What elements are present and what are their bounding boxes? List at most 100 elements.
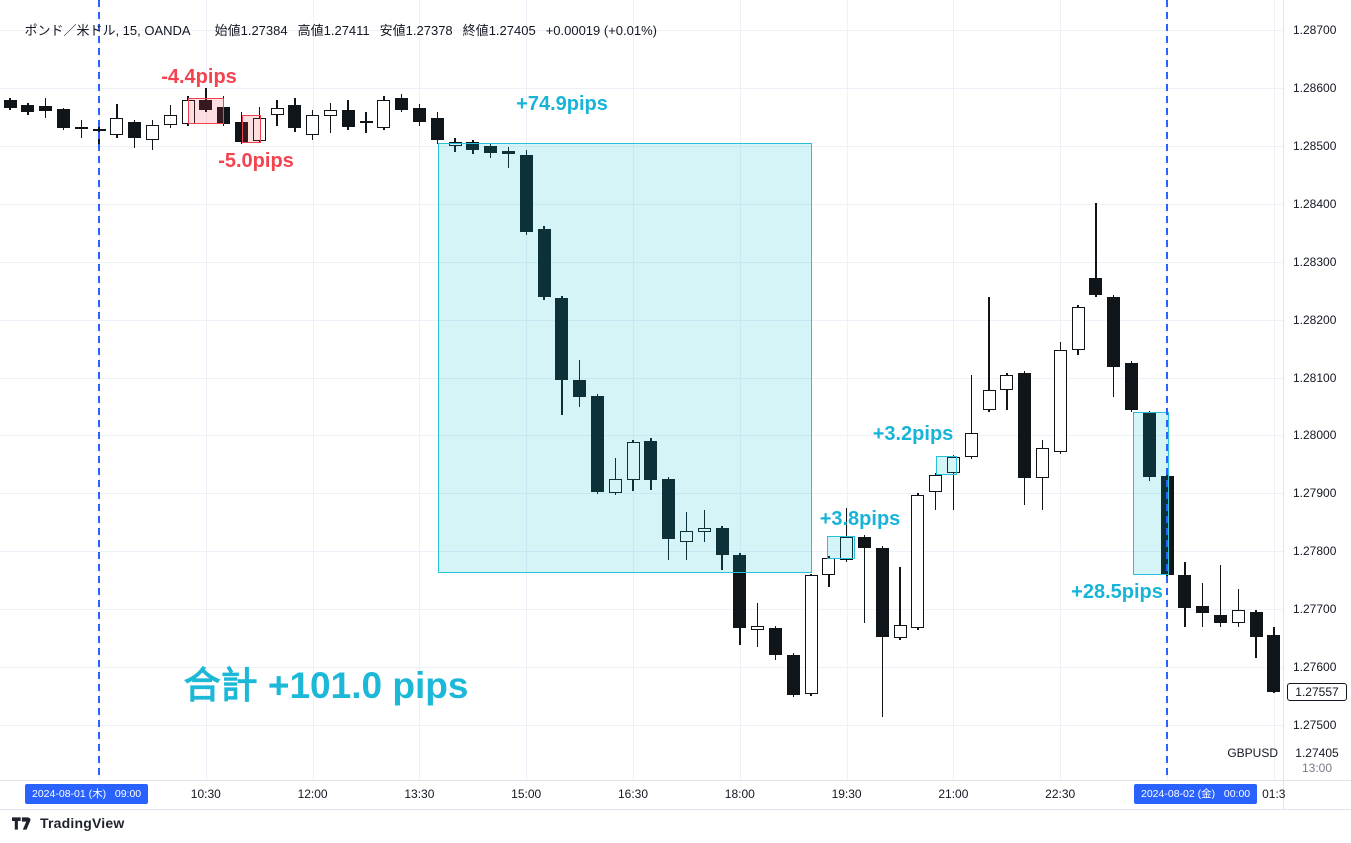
candle-11:30[interactable] [270, 108, 284, 116]
candle-19:00[interactable] [804, 575, 818, 694]
candle-00:45[interactable] [1213, 615, 1227, 624]
candle-08:30[interactable] [56, 108, 70, 128]
session-separator-line[interactable] [1166, 0, 1168, 780]
tradingview-logo[interactable]: TradingView [12, 815, 124, 831]
candle-14:30[interactable] [484, 145, 498, 153]
candle-13:45[interactable] [430, 118, 444, 140]
trade-box-+74.9pips[interactable] [438, 143, 812, 573]
time-tick-label: 15:00 [511, 787, 542, 801]
candle-18:45[interactable] [786, 654, 800, 695]
candle-14:15[interactable] [466, 141, 480, 150]
candle-17:45[interactable] [715, 528, 729, 556]
candle-10:30[interactable] [199, 100, 213, 110]
candle-21:30[interactable] [982, 390, 996, 410]
trade-box--4.4pips[interactable] [188, 98, 224, 124]
candle-21:45[interactable] [1000, 375, 1014, 391]
candle-15:45[interactable] [573, 379, 587, 398]
chart-plot-area[interactable]: -4.4pips -5.0pips +74.9pips +3.8pips +3.2pip… [0, 0, 1283, 780]
candle-11:00[interactable] [234, 122, 248, 142]
trade-box--5.0pips[interactable] [242, 115, 261, 143]
pips-label-合計 +101.0 pips[interactable]: 合計 +101.0 pips [183, 665, 469, 706]
candle-wick [863, 535, 866, 623]
candle-18:30[interactable] [768, 628, 782, 655]
candle-01:00[interactable] [1231, 609, 1245, 623]
candle-17:30[interactable] [697, 528, 711, 533]
candle-15:15[interactable] [537, 229, 551, 297]
candle-18:15[interactable] [751, 626, 765, 631]
price-tick-label: 1.27500 [1293, 718, 1337, 732]
candle-09:30[interactable] [128, 122, 142, 138]
candle-13:15[interactable] [395, 97, 409, 110]
candle-11:45[interactable] [288, 104, 302, 128]
time-gridline [312, 0, 314, 780]
pips-label-+28.5pips[interactable]: +28.5pips [1071, 581, 1163, 603]
candle-09:15[interactable] [110, 118, 124, 135]
candle-15:00[interactable] [519, 155, 533, 233]
candle-22:15[interactable] [1035, 448, 1049, 479]
pips-label--5.0pips[interactable]: -5.0pips [218, 150, 294, 172]
pips-label-+3.2pips[interactable]: +3.2pips [872, 423, 954, 445]
candle-13:00[interactable] [377, 100, 391, 128]
candle-16:00[interactable] [590, 396, 604, 493]
candle-01:30[interactable] [1267, 635, 1281, 692]
candle-12:15[interactable] [323, 109, 337, 116]
time-tick-label: 10:30 [190, 787, 221, 801]
candle-15:30[interactable] [555, 298, 569, 380]
candle-19:45[interactable] [857, 536, 871, 548]
candle-11:15[interactable] [252, 118, 266, 142]
candle-07:45[interactable] [3, 100, 17, 109]
high-value: 1.27411 [323, 23, 370, 38]
pips-label--4.4pips[interactable]: -4.4pips [161, 66, 237, 88]
price-axis[interactable]: 1.28700 1.28600 1.28500 1.28400 1.28300 1.282… [1283, 0, 1351, 809]
price-gridline [0, 261, 1283, 263]
trade-box-+3.2pips[interactable] [936, 456, 957, 475]
candle-13:30[interactable] [412, 108, 426, 123]
candle-22:00[interactable] [1018, 372, 1032, 479]
pips-label-+3.8pips[interactable]: +3.8pips [819, 508, 901, 530]
time-tick-label: 21:00 [938, 787, 969, 801]
candle-17:15[interactable] [679, 531, 693, 542]
candle-16:15[interactable] [608, 478, 622, 493]
trade-box-+3.8pips[interactable] [827, 536, 855, 559]
candle-08:15[interactable] [39, 105, 53, 112]
candle-08:45[interactable] [74, 126, 88, 129]
candle-21:15[interactable] [964, 433, 978, 457]
candle-18:00[interactable] [733, 555, 747, 629]
price-gridline [0, 435, 1283, 437]
candle-22:30[interactable] [1053, 349, 1067, 453]
price-gridline [0, 609, 1283, 611]
candle-08:00[interactable] [21, 104, 35, 113]
time-tick-label: 01:3 [1262, 787, 1286, 801]
candle-20:45[interactable] [929, 474, 943, 493]
candle-14:45[interactable] [501, 151, 515, 154]
pips-label-+74.9pips[interactable]: +74.9pips [516, 93, 608, 115]
candle-00:30[interactable] [1196, 606, 1210, 614]
candle-wick [970, 375, 972, 460]
candle-23:45[interactable] [1142, 412, 1156, 478]
candle-19:15[interactable] [822, 558, 836, 575]
open-label: 始値 [214, 23, 241, 38]
candle-09:45[interactable] [145, 125, 159, 141]
candle-16:30[interactable] [626, 441, 640, 480]
trade-box-+28.5pips[interactable] [1133, 412, 1169, 575]
time-axis[interactable]: 10:30 12:00 13:30 15:00 16:30 18:00 19:30 21:00… [0, 780, 1286, 809]
candle-10:00[interactable] [163, 115, 177, 125]
candle-20:15[interactable] [893, 624, 907, 639]
candle-23:15[interactable] [1107, 297, 1121, 368]
candle-01:15[interactable] [1249, 612, 1263, 637]
candle-00:15[interactable] [1178, 575, 1192, 608]
candle-22:45[interactable] [1071, 306, 1085, 350]
session-separator-line[interactable] [98, 0, 100, 780]
candle-17:00[interactable] [662, 478, 676, 540]
candle-16:45[interactable] [644, 441, 658, 480]
candle-12:45[interactable] [359, 120, 373, 124]
price-tick-label: 1.27600 [1293, 660, 1337, 675]
candle-20:30[interactable] [911, 495, 925, 629]
candle-23:30[interactable] [1124, 363, 1138, 410]
candle-12:00[interactable] [306, 115, 320, 135]
candle-23:00[interactable] [1089, 277, 1103, 296]
candle-19:30[interactable] [840, 536, 854, 560]
symbol-title[interactable]: ポンド／米ドル, 15, OANDA [24, 23, 191, 38]
candle-20:00[interactable] [875, 547, 889, 637]
candle-12:30[interactable] [341, 109, 355, 127]
